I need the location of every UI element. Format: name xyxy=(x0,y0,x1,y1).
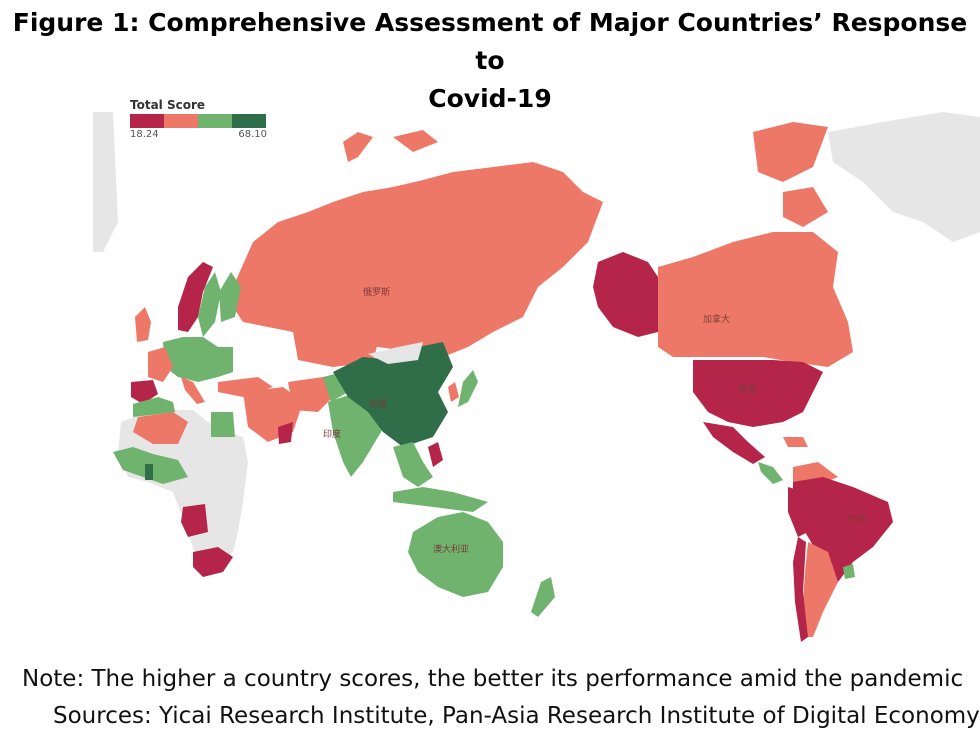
map-legend: Total Score 18.24 68.10 xyxy=(130,98,267,142)
norway-region xyxy=(178,262,213,332)
usa-region xyxy=(693,360,823,427)
indonesia-region xyxy=(393,487,488,512)
egypt-region xyxy=(211,412,235,437)
legend-title: Total Score xyxy=(130,98,206,112)
mongolia-region xyxy=(368,342,423,364)
ghana-region xyxy=(145,464,153,480)
japan-region xyxy=(458,370,478,407)
korea-region xyxy=(448,382,459,402)
label-brazil: 巴西 xyxy=(848,514,866,525)
china-region xyxy=(333,342,453,447)
kazakhstan-region xyxy=(293,330,378,367)
figure-title: Figure 1: Comprehensive Assessment of Ma… xyxy=(0,4,980,118)
europe-edge-land xyxy=(93,112,118,252)
algeria-region xyxy=(133,397,175,417)
iran-region xyxy=(288,377,333,412)
russia-region xyxy=(233,162,603,357)
se-asia-region xyxy=(393,442,433,487)
alaska-region xyxy=(593,252,658,337)
novaya-zemlya xyxy=(343,132,373,162)
title-line-2: Covid-19 xyxy=(428,84,552,113)
australia-region xyxy=(408,512,503,597)
new-zealand-region xyxy=(531,577,555,617)
peru-region xyxy=(788,487,808,537)
label-china: 中国 xyxy=(369,398,387,410)
south-africa-region xyxy=(193,547,233,577)
legend-swatch-3 xyxy=(198,114,232,128)
caribbean-region xyxy=(783,437,808,447)
europe-green xyxy=(163,337,233,382)
legend-labels: 18.24 68.10 xyxy=(130,128,267,142)
finland-region xyxy=(219,272,241,322)
arctic-islands xyxy=(393,130,438,152)
uk-region xyxy=(135,307,151,342)
label-russia: 俄罗斯 xyxy=(363,286,390,298)
africa-grey-land xyxy=(118,410,248,562)
oman-region xyxy=(278,422,293,444)
legend-color-bar xyxy=(130,114,267,128)
legend-min: 18.24 xyxy=(130,129,159,140)
mexico-region xyxy=(703,422,765,464)
italy-region xyxy=(181,377,205,404)
angola-region xyxy=(181,504,208,537)
label-australia: 澳大利亚 xyxy=(433,543,469,555)
turkey-region xyxy=(218,377,273,397)
sweden-region xyxy=(198,272,221,337)
world-map: 俄罗斯 加拿大 美国 中国 印度 巴西 澳大利亚 xyxy=(93,92,980,652)
baffin-island xyxy=(783,187,828,227)
map-svg: 俄罗斯 加拿大 美国 中国 印度 巴西 澳大利亚 xyxy=(93,112,980,642)
uruguay-region xyxy=(843,564,855,579)
legend-swatch-4 xyxy=(232,114,266,128)
central-america-region xyxy=(758,462,783,484)
figure-note: Note: The higher a country scores, the b… xyxy=(22,666,964,692)
greenland-land xyxy=(828,112,980,242)
legend-max: 68.10 xyxy=(238,129,267,140)
france-region xyxy=(148,347,173,382)
brazil-region xyxy=(793,477,893,582)
label-usa: 美国 xyxy=(738,383,756,395)
canada-region xyxy=(658,232,853,367)
figure-sources: Sources: Yicai Research Institute, Pan-A… xyxy=(53,703,980,729)
label-canada: 加拿大 xyxy=(703,313,730,325)
argentina-region xyxy=(803,542,838,637)
canada-arctic-islands xyxy=(753,122,828,182)
philippines-region xyxy=(428,442,443,467)
title-line-1: Figure 1: Comprehensive Assessment of Ma… xyxy=(12,8,968,75)
legend-swatch-1 xyxy=(130,114,164,128)
chile-region xyxy=(793,537,808,642)
libya-region xyxy=(133,412,188,444)
spain-region xyxy=(131,380,158,404)
legend-swatch-2 xyxy=(164,114,198,128)
label-india: 印度 xyxy=(323,428,341,440)
